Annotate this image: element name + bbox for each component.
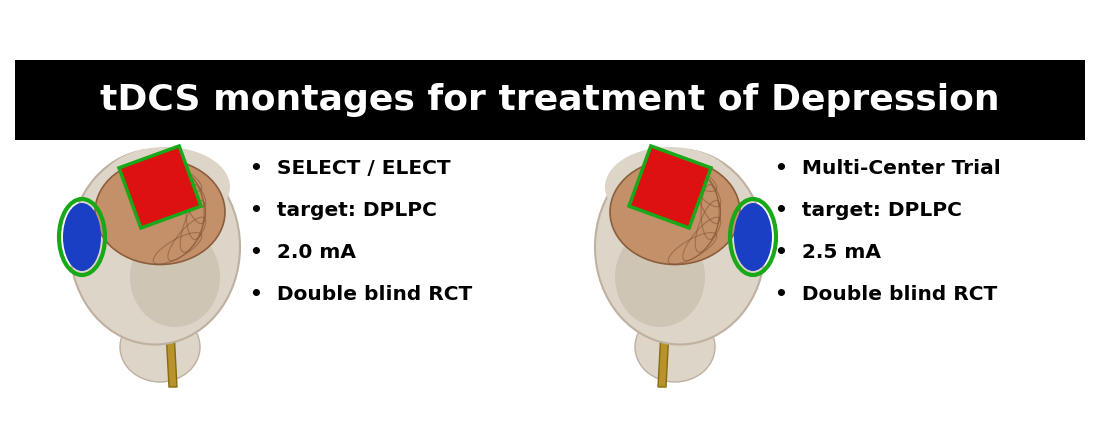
Ellipse shape [120,312,200,382]
Ellipse shape [95,160,226,265]
Ellipse shape [734,203,772,271]
Text: •  Multi-Center Trial: • Multi-Center Trial [776,160,1001,178]
Ellipse shape [63,203,101,271]
Text: •  Double blind RCT: • Double blind RCT [776,286,998,304]
Ellipse shape [130,227,220,327]
Polygon shape [658,312,670,387]
Ellipse shape [70,149,240,345]
Ellipse shape [615,227,705,327]
Text: •  Loo et al.: • Loo et al. [776,118,908,136]
Text: •  SELECT / ELECT: • SELECT / ELECT [250,160,451,178]
Text: •  2.5 mA: • 2.5 mA [776,244,881,262]
Text: tDCS montages for treatment of Depression: tDCS montages for treatment of Depressio… [100,83,1000,117]
Ellipse shape [610,160,740,265]
Ellipse shape [635,312,715,382]
Polygon shape [629,146,711,228]
Text: •  target: DPLPC: • target: DPLPC [776,202,961,220]
Text: •  2.0 mA: • 2.0 mA [250,244,356,262]
Polygon shape [119,146,201,228]
FancyBboxPatch shape [15,60,1085,140]
Text: •  target: DPLPC: • target: DPLPC [250,202,437,220]
Text: •  Brunoni et al.: • Brunoni et al. [250,118,431,136]
Ellipse shape [595,149,764,345]
Polygon shape [165,312,177,387]
Text: •  Double blind RCT: • Double blind RCT [250,286,472,304]
Ellipse shape [100,147,230,227]
Ellipse shape [605,147,735,227]
